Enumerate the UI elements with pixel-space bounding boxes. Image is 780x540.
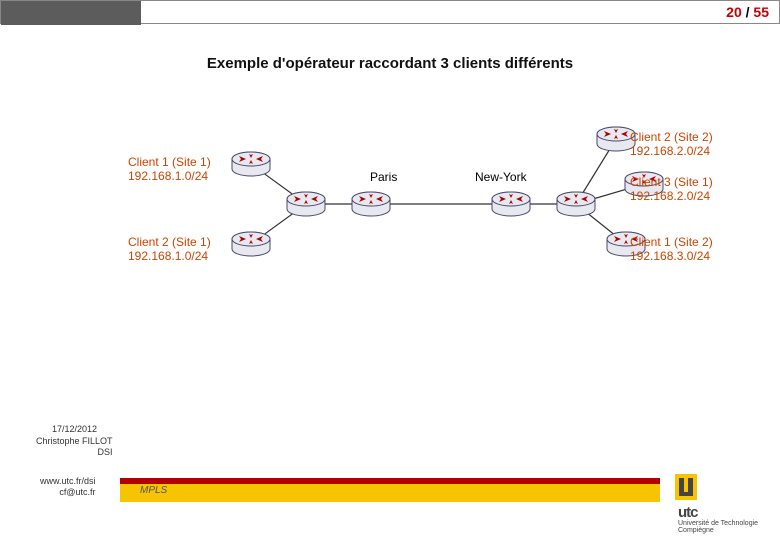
header-bar: 20 / 55 (0, 0, 780, 24)
city-label-newyork: New-York (475, 170, 527, 184)
page-current: 20 (726, 4, 742, 20)
utc-wordmark: utc (678, 504, 698, 521)
router-r_pe_l (285, 190, 327, 218)
router-r_p_l (350, 190, 392, 218)
client-label-c2s1: Client 2 (Site 1)192.168.1.0/24 (128, 235, 211, 264)
router-r_c2s1 (230, 230, 272, 258)
city-label-paris: Paris (370, 170, 397, 184)
network-diagram: ParisNew-YorkClient 1 (Site 1)192.168.1.… (60, 100, 740, 360)
utc-logo-text: utc Université de Technologie Compiègne (678, 505, 758, 534)
client-name: Client 1 (Site 2) (630, 235, 713, 249)
page-counter: 20 / 55 (726, 4, 769, 20)
utc-logo-mark (675, 474, 697, 505)
utc-subtitle-1: Université de Technologie (678, 520, 758, 527)
footer-author-dept: DSI (36, 447, 113, 458)
header-gray-block (1, 1, 141, 25)
client-subnet: 192.168.2.0/24 (630, 144, 713, 158)
footer-yellow-stripe (120, 484, 660, 502)
client-name: Client 3 (Site 1) (630, 175, 713, 189)
client-subnet: 192.168.1.0/24 (128, 169, 211, 183)
client-label-c1s1: Client 1 (Site 1)192.168.1.0/24 (128, 155, 211, 184)
slide-title: Exemple d'opérateur raccordant 3 clients… (0, 55, 780, 72)
router-r_c1s1 (230, 150, 272, 178)
client-label-c1s2: Client 1 (Site 2)192.168.3.0/24 (630, 235, 713, 264)
client-label-c3s1: Client 3 (Site 1)192.168.2.0/24 (630, 175, 713, 204)
client-name: Client 2 (Site 2) (630, 130, 713, 144)
footer-color-bar (120, 478, 660, 502)
footer-url: www.utc.fr/dsi (40, 476, 96, 487)
footer-mpls-label: MPLS (140, 485, 167, 496)
utc-subtitle-2: Compiègne (678, 527, 714, 534)
client-label-c2s2: Client 2 (Site 2)192.168.2.0/24 (630, 130, 713, 159)
router-r_p_r (490, 190, 532, 218)
page-total: 55 (753, 4, 769, 20)
client-subnet: 192.168.1.0/24 (128, 249, 211, 263)
router-r_pe_r (555, 190, 597, 218)
footer-author: Christophe FILLOT DSI (36, 436, 113, 458)
footer-author-name: Christophe FILLOT (36, 436, 113, 447)
client-name: Client 2 (Site 1) (128, 235, 211, 249)
client-subnet: 192.168.2.0/24 (630, 189, 713, 203)
footer-email: cf@utc.fr (40, 487, 96, 498)
client-name: Client 1 (Site 1) (128, 155, 211, 169)
footer-date: 17/12/2012 (52, 424, 97, 434)
footer-contact: www.utc.fr/dsi cf@utc.fr (40, 476, 96, 498)
utc-logo: utc Université de Technologie Compiègne (675, 474, 770, 504)
client-subnet: 192.168.3.0/24 (630, 249, 713, 263)
